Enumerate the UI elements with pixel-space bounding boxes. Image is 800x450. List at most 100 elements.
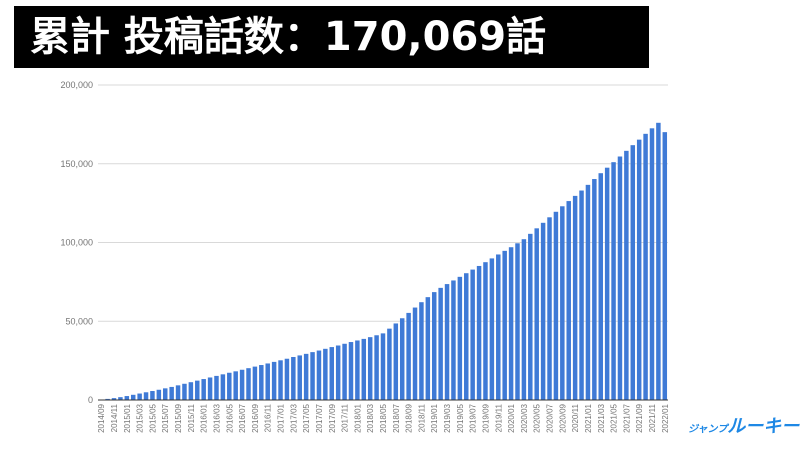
bar	[572, 195, 578, 400]
y-tick-label: 100,000	[60, 238, 93, 248]
bar	[233, 371, 238, 400]
bar	[419, 302, 424, 400]
bar	[553, 211, 559, 400]
bar	[105, 398, 110, 400]
x-tick-label: 2015/01	[123, 403, 132, 432]
bar	[464, 273, 469, 400]
bar	[470, 269, 475, 400]
bar	[214, 375, 219, 400]
bar	[630, 145, 636, 400]
bar	[476, 265, 482, 400]
bar	[239, 369, 245, 400]
bar	[156, 389, 162, 400]
bar	[662, 132, 668, 400]
bar	[547, 217, 552, 400]
bar	[649, 128, 655, 400]
bar	[431, 292, 437, 400]
bar	[284, 358, 290, 400]
bar	[374, 335, 379, 400]
x-tick-label: 2021/01	[584, 403, 593, 432]
x-tick-label: 2018/03	[366, 403, 375, 432]
bar	[528, 233, 533, 400]
logo-small-text: ジャンプ	[688, 424, 728, 435]
bar	[188, 382, 194, 400]
x-tick-label: 2019/09	[481, 403, 490, 432]
x-tick-label: 2019/03	[443, 403, 452, 432]
bar	[636, 139, 642, 400]
bar	[412, 307, 418, 400]
x-tick-label: 2021/03	[597, 403, 606, 432]
bar	[380, 333, 386, 400]
bar	[246, 368, 251, 400]
bar	[169, 386, 174, 400]
x-tick-label: 2015/07	[161, 403, 170, 432]
x-tick-label: 2016/03	[212, 403, 221, 432]
bar	[451, 280, 456, 400]
bar	[111, 398, 117, 400]
bar	[342, 343, 347, 400]
bar	[489, 258, 495, 400]
x-tick-label: 2020/09	[558, 403, 567, 432]
bar	[329, 347, 335, 400]
y-tick-labels: 0 50,000 100,000 150,000 200,000	[60, 80, 93, 405]
x-tick-label: 2017/03	[289, 403, 298, 432]
bar	[118, 397, 123, 400]
x-tick-label: 2016/11	[264, 403, 273, 432]
x-tick-label: 2019/07	[469, 403, 478, 432]
x-tick-label: 2018/01	[353, 403, 362, 432]
x-tick-label: 2017/09	[328, 403, 337, 432]
x-tick-label: 2017/05	[302, 403, 311, 432]
bar	[540, 222, 546, 400]
bar	[303, 353, 309, 400]
x-tick-label: 2015/11	[187, 403, 196, 432]
x-tick-label: 2020/05	[533, 403, 542, 432]
bar	[227, 372, 232, 400]
bar	[348, 342, 354, 400]
bar	[150, 391, 155, 400]
logo-big-text: ルーキー!	[727, 416, 800, 437]
x-tick-label: 2018/11	[417, 403, 426, 432]
bar	[508, 247, 514, 400]
x-tick-label: 2017/01	[277, 403, 286, 432]
chart-title: 累計 投稿話数：170,069話	[14, 6, 649, 68]
y-tick-label: 50,000	[65, 316, 93, 326]
bar	[335, 345, 341, 400]
x-tick-label: 2016/07	[238, 403, 247, 432]
bar	[265, 363, 270, 400]
bar	[579, 190, 584, 400]
x-tick-label: 2016/09	[251, 403, 260, 432]
x-tick-label: 2016/01	[200, 403, 209, 432]
x-tick-label: 2017/11	[341, 403, 350, 432]
bar	[502, 250, 507, 400]
x-tick-label: 2018/09	[405, 403, 414, 432]
bar	[323, 348, 328, 400]
bar	[182, 383, 187, 400]
x-tick-label: 2018/05	[379, 403, 388, 432]
bar	[643, 133, 648, 400]
bar	[406, 312, 411, 400]
bar	[598, 173, 603, 400]
bar	[291, 357, 296, 400]
bar	[137, 393, 142, 400]
y-tick-label: 150,000	[60, 159, 93, 169]
bar	[195, 380, 200, 400]
bar	[175, 385, 181, 400]
bar	[611, 162, 616, 400]
x-tick-label: 2015/05	[148, 403, 157, 432]
bar	[143, 392, 149, 400]
bar	[355, 340, 360, 400]
bar	[521, 239, 527, 400]
bar	[560, 206, 565, 400]
bar	[297, 355, 302, 400]
bar	[457, 276, 463, 400]
bar	[425, 297, 431, 400]
bar	[656, 122, 661, 401]
bar	[252, 366, 258, 400]
bar	[617, 156, 623, 400]
x-tick-label: 2020/03	[520, 403, 529, 432]
bar	[604, 167, 610, 400]
x-tick-label: 2019/11	[494, 403, 503, 432]
bar	[271, 361, 277, 400]
x-tick-labels: 2014/09 2014/11 2015/01 2015/03 2015/05 2015/…	[97, 403, 670, 432]
